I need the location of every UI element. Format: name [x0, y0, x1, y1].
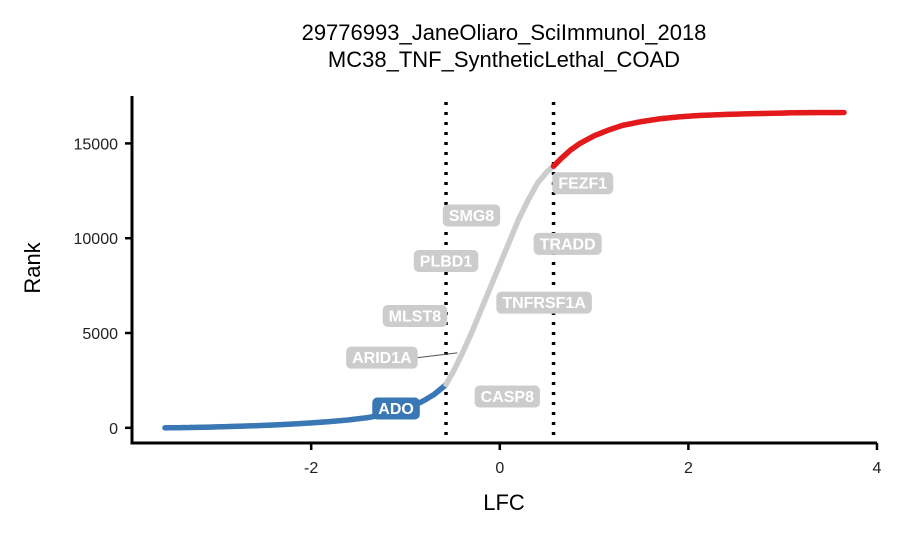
gene-label-text: ARID1A — [352, 350, 412, 367]
gene-label-box — [382, 304, 448, 327]
gene-label-text: CASP8 — [481, 389, 534, 406]
gene-label-plbd1: PLBD1 — [413, 249, 479, 272]
series-3 — [550, 109, 847, 169]
chart-title: 29776993_JaneOliaro_SciImmunol_2018 MC38… — [302, 20, 707, 72]
series-2 — [443, 163, 557, 388]
gene-label-text: TNFRSF1A — [502, 295, 586, 312]
x-tick-label: 2 — [684, 460, 693, 477]
gene-label-mlst8: MLST8 — [382, 304, 448, 327]
gene-label-box — [496, 291, 592, 314]
data-point — [841, 109, 847, 116]
gene-label-box — [413, 249, 479, 272]
y-tick-label: 0 — [109, 421, 118, 438]
gene-label-text: TRADD — [540, 236, 596, 253]
gene-label-ado: ADO — [372, 397, 420, 420]
gene-label-arid1a: ARID1A — [346, 346, 458, 369]
y-tick-label: 5000 — [82, 326, 118, 343]
gene-label-box — [372, 397, 420, 420]
x-tick-label: 4 — [873, 460, 882, 477]
x-tick-label: -2 — [304, 460, 318, 477]
y-tick-label: 10000 — [74, 231, 119, 248]
y-axis-title: Rank — [20, 241, 45, 293]
x-tick-label: 0 — [495, 460, 504, 477]
gene-label-box — [346, 346, 418, 369]
threshold-lines — [444, 102, 556, 443]
gene-label-fezf1: FEZF1 — [552, 172, 614, 195]
gene-label-text: SMG8 — [449, 208, 494, 225]
gene-label-tnfrsf1a: TNFRSF1A — [496, 291, 592, 314]
gene-label-text: ADO — [378, 401, 414, 418]
gene-label-box — [474, 385, 541, 408]
gene-label-connector — [417, 352, 458, 359]
gene-label-box — [442, 204, 501, 227]
gene-label-text: MLST8 — [389, 308, 442, 325]
axes: -2 0 2 4 0 5000 10000 15000 — [74, 96, 882, 477]
gene-label-text: PLBD1 — [420, 253, 473, 270]
gene-label-casp8: CASP8 — [474, 385, 541, 408]
gene-label-box — [533, 232, 602, 255]
gene-label-tradd: TRADD — [533, 232, 602, 255]
y-tick-label: 15000 — [74, 136, 119, 153]
gene-labels: FEZF1 SMG8 TRADD PLBD1 TNFRSF1A MLST8 ARID1A CA… — [346, 172, 614, 420]
chart-title-line-1: 29776993_JaneOliaro_SciImmunol_2018 — [302, 20, 707, 45]
x-axis-title: LFC — [483, 490, 525, 515]
data-points — [162, 109, 847, 431]
gene-label-text: FEZF1 — [558, 176, 607, 193]
chart-title-line-2: MC38_TNF_SyntheticLethal_COAD — [328, 47, 680, 72]
gene-label-box — [552, 172, 614, 195]
gene-label-smg8: SMG8 — [442, 204, 501, 227]
